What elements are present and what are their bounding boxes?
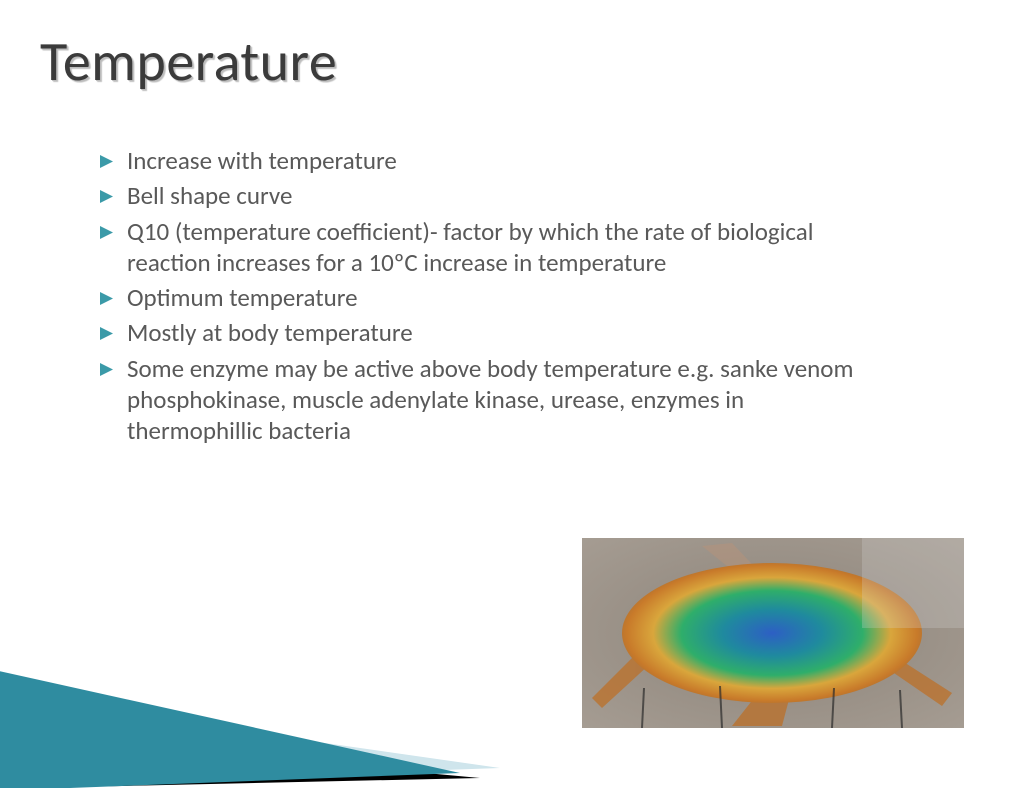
triangle-bullet-icon: [100, 225, 113, 244]
bullet-text: Some enzyme may be active above body tem…: [127, 353, 860, 447]
triangle-bullet-icon: [100, 291, 113, 310]
slide-title: Temperature: [40, 28, 337, 96]
bullet-text: Q10 (temperature coefficient)- factor by…: [127, 216, 860, 279]
list-item: Q10 (temperature coefficient)- factor by…: [100, 216, 860, 279]
bullet-text: Mostly at body temperature: [127, 317, 413, 348]
hotspring-image: [582, 538, 964, 728]
list-item: Bell shape curve: [100, 180, 860, 211]
list-item: Mostly at body temperature: [100, 317, 860, 348]
bullet-text: Bell shape curve: [127, 180, 292, 211]
list-item: Increase with temperature: [100, 145, 860, 176]
list-item: Some enzyme may be active above body tem…: [100, 353, 860, 447]
triangle-bullet-icon: [100, 326, 113, 345]
bullet-list: Increase with temperature Bell shape cur…: [100, 145, 860, 450]
bullet-text: Increase with temperature: [127, 145, 397, 176]
triangle-bullet-icon: [100, 154, 113, 173]
corner-decor: [0, 568, 560, 788]
triangle-bullet-icon: [100, 189, 113, 208]
bullet-text: Optimum temperature: [127, 282, 358, 313]
list-item: Optimum temperature: [100, 282, 860, 313]
triangle-bullet-icon: [100, 362, 113, 381]
